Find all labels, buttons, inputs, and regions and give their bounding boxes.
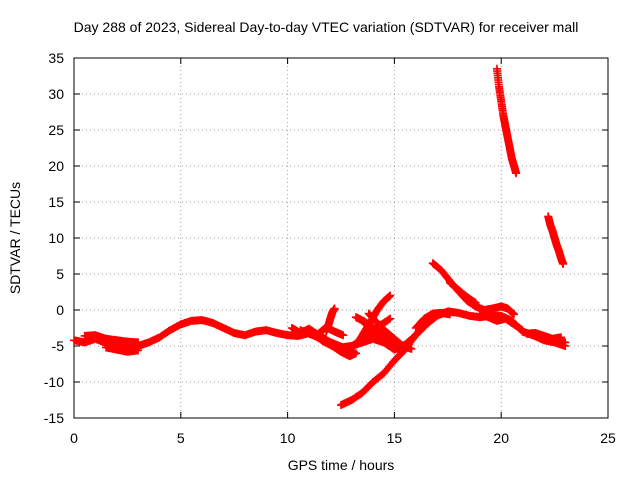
series-lobe-20 [475, 309, 527, 335]
x-tick-label: 20 [493, 430, 509, 446]
data-point [557, 333, 566, 342]
data-points [70, 64, 570, 410]
x-tick-label: 25 [600, 430, 616, 446]
series-branch-17b [445, 278, 480, 307]
y-tick-label: 25 [48, 122, 64, 138]
y-tick-label: -5 [52, 338, 65, 354]
series-arc-lower [102, 343, 143, 356]
data-point [339, 331, 348, 340]
x-tick-label: 10 [280, 430, 296, 446]
x-tick-label: 0 [70, 430, 78, 446]
data-point [134, 346, 143, 355]
y-axis-label: SDTVAR / TECUs [7, 182, 23, 294]
series-arc-upper [80, 331, 143, 347]
y-tick-labels: -15 -10 -5 0 5 10 15 20 25 30 35 [44, 50, 64, 426]
y-tick-label: -10 [44, 374, 64, 390]
series-late-b [522, 329, 566, 343]
data-point [561, 342, 570, 350]
x-axis-label: GPS time / hours [288, 457, 395, 473]
data-point [134, 338, 143, 347]
x-tick-label: 5 [177, 430, 185, 446]
y-tick-label: 10 [48, 230, 64, 246]
data-point [386, 314, 395, 323]
y-tick-label: -15 [44, 410, 64, 426]
data-point [471, 298, 480, 307]
y-tick-label: 35 [48, 50, 64, 66]
y-tick-label: 15 [48, 194, 64, 210]
chart-title: Day 288 of 2023, Sidereal Day-to-day VTE… [74, 19, 579, 35]
data-point [445, 310, 454, 319]
x-tick-labels: 0 5 10 15 20 25 [70, 430, 616, 446]
data-point [510, 310, 519, 319]
y-tick-label: 20 [48, 158, 64, 174]
axis-ticks [73, 57, 609, 419]
y-tick-label: 0 [56, 302, 64, 318]
series-steep-mid [544, 212, 568, 268]
data-point [349, 347, 358, 356]
data-point [393, 344, 402, 353]
data-point [330, 304, 339, 313]
data-point [512, 169, 521, 178]
series-drop-2 [296, 326, 358, 356]
series-cross-c [351, 313, 403, 354]
data-point [386, 291, 395, 300]
series-spike-12 [322, 304, 339, 336]
y-tick-label: 5 [56, 266, 64, 282]
series-lobe-17 [411, 308, 454, 332]
data-point [384, 315, 393, 324]
y-tick-label: 30 [48, 86, 64, 102]
data-point [559, 259, 568, 268]
x-tick-label: 15 [387, 430, 403, 446]
series-steep-upper [492, 64, 521, 178]
grid [74, 58, 608, 418]
